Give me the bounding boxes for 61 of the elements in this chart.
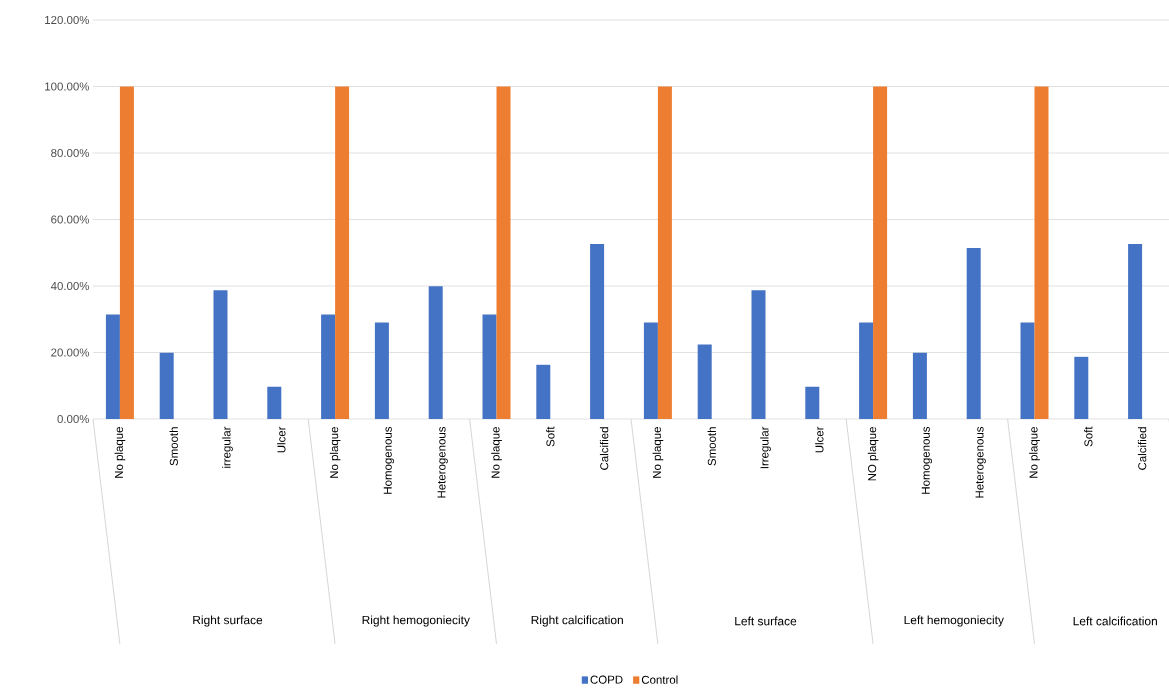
text: Left calcification [1073, 616, 1157, 626]
bar [1074, 356, 1089, 419]
x-tick-label: Heterogenous [975, 426, 986, 498]
x-tick-label: No plaque [114, 427, 126, 478]
text: Right surface [193, 615, 263, 627]
bar [966, 248, 981, 419]
bar [590, 244, 605, 419]
x-tick-label: Soft [1084, 426, 1093, 447]
x-tick-label: No plaque [491, 427, 502, 478]
bar [873, 86, 888, 419]
bar [912, 352, 927, 419]
y-tick-label: 100.00% [45, 82, 90, 91]
x-tick-label: irregular [222, 426, 233, 468]
x-tick-label: Calcified [599, 427, 609, 470]
bar [159, 352, 174, 419]
y-tick-label: 20.00% [51, 348, 90, 357]
bar [643, 322, 658, 419]
bar [119, 86, 134, 419]
legend-label: Control [641, 675, 678, 684]
bar [105, 314, 120, 419]
bar [374, 322, 389, 419]
y-tick-label: 60.00% [51, 215, 90, 224]
text: Left hemogoniecity [904, 615, 1004, 627]
y-tick-label: 120.00% [45, 15, 90, 25]
bar [805, 386, 820, 419]
bar [335, 86, 350, 419]
x-tick-label: No plaque [329, 427, 341, 478]
text: Right calcification [531, 615, 623, 627]
bar [496, 86, 511, 419]
x-tick-label: Smooth [707, 427, 716, 466]
bar [267, 386, 282, 419]
x-tick-label: Homogenous [921, 426, 933, 494]
bar [657, 86, 672, 419]
x-tick-label: No plaque [1029, 427, 1040, 478]
text: Left surface [735, 616, 797, 626]
bar [1034, 86, 1049, 419]
bar [697, 344, 712, 419]
x-tick-label: NO plaque [867, 427, 879, 481]
bar [321, 314, 336, 419]
x-tick-label: Homogenous [383, 426, 395, 494]
y-tick-label: 40.00% [50, 281, 90, 291]
bar [428, 286, 443, 419]
x-tick-label: Irregular [760, 426, 771, 469]
text: Right hemogoniecity [362, 615, 470, 627]
y-tick-label: 80.00% [51, 148, 90, 158]
bar [213, 290, 228, 419]
bar [751, 290, 766, 419]
x-tick-label: Heterogenous [437, 426, 448, 498]
x-tick-label: Calcified [1137, 427, 1147, 470]
bar [1128, 244, 1143, 419]
bar [482, 314, 497, 419]
legend-label: COPD [590, 675, 623, 684]
bar [859, 322, 874, 419]
x-tick-label: Soft [546, 426, 555, 447]
bar [1020, 322, 1035, 419]
bar [536, 364, 551, 419]
y-tick-label: 0.00% [57, 414, 90, 424]
x-tick-label: Ulcer [815, 426, 824, 453]
x-tick-label: Smooth [169, 427, 178, 466]
x-tick-label: Ulcer [277, 426, 286, 453]
x-tick-label: No plaque [652, 427, 664, 478]
